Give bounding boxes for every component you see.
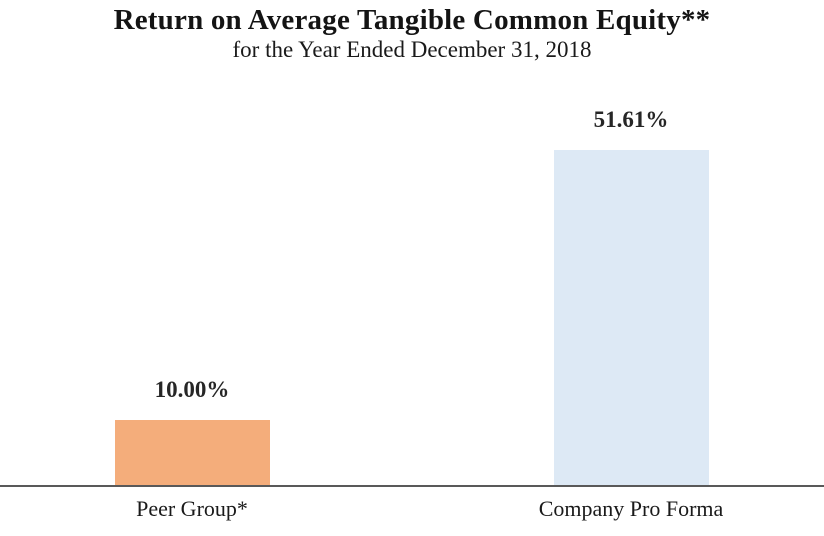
chart-subtitle: for the Year Ended December 31, 2018 bbox=[232, 37, 592, 62]
bar-company-pro-forma bbox=[553, 149, 709, 485]
bar-peer-group bbox=[114, 420, 270, 485]
category-label-peer-group: Peer Group* bbox=[136, 496, 248, 521]
value-label-company-pro-forma: 51.61% bbox=[593, 106, 669, 132]
x-axis-line bbox=[0, 485, 824, 487]
value-label-peer-group: 10.00% bbox=[154, 377, 230, 402]
category-label-company-pro-forma: Company Pro Forma bbox=[538, 496, 724, 521]
chart-title: Return on Average Tangible Common Equity… bbox=[113, 4, 711, 36]
